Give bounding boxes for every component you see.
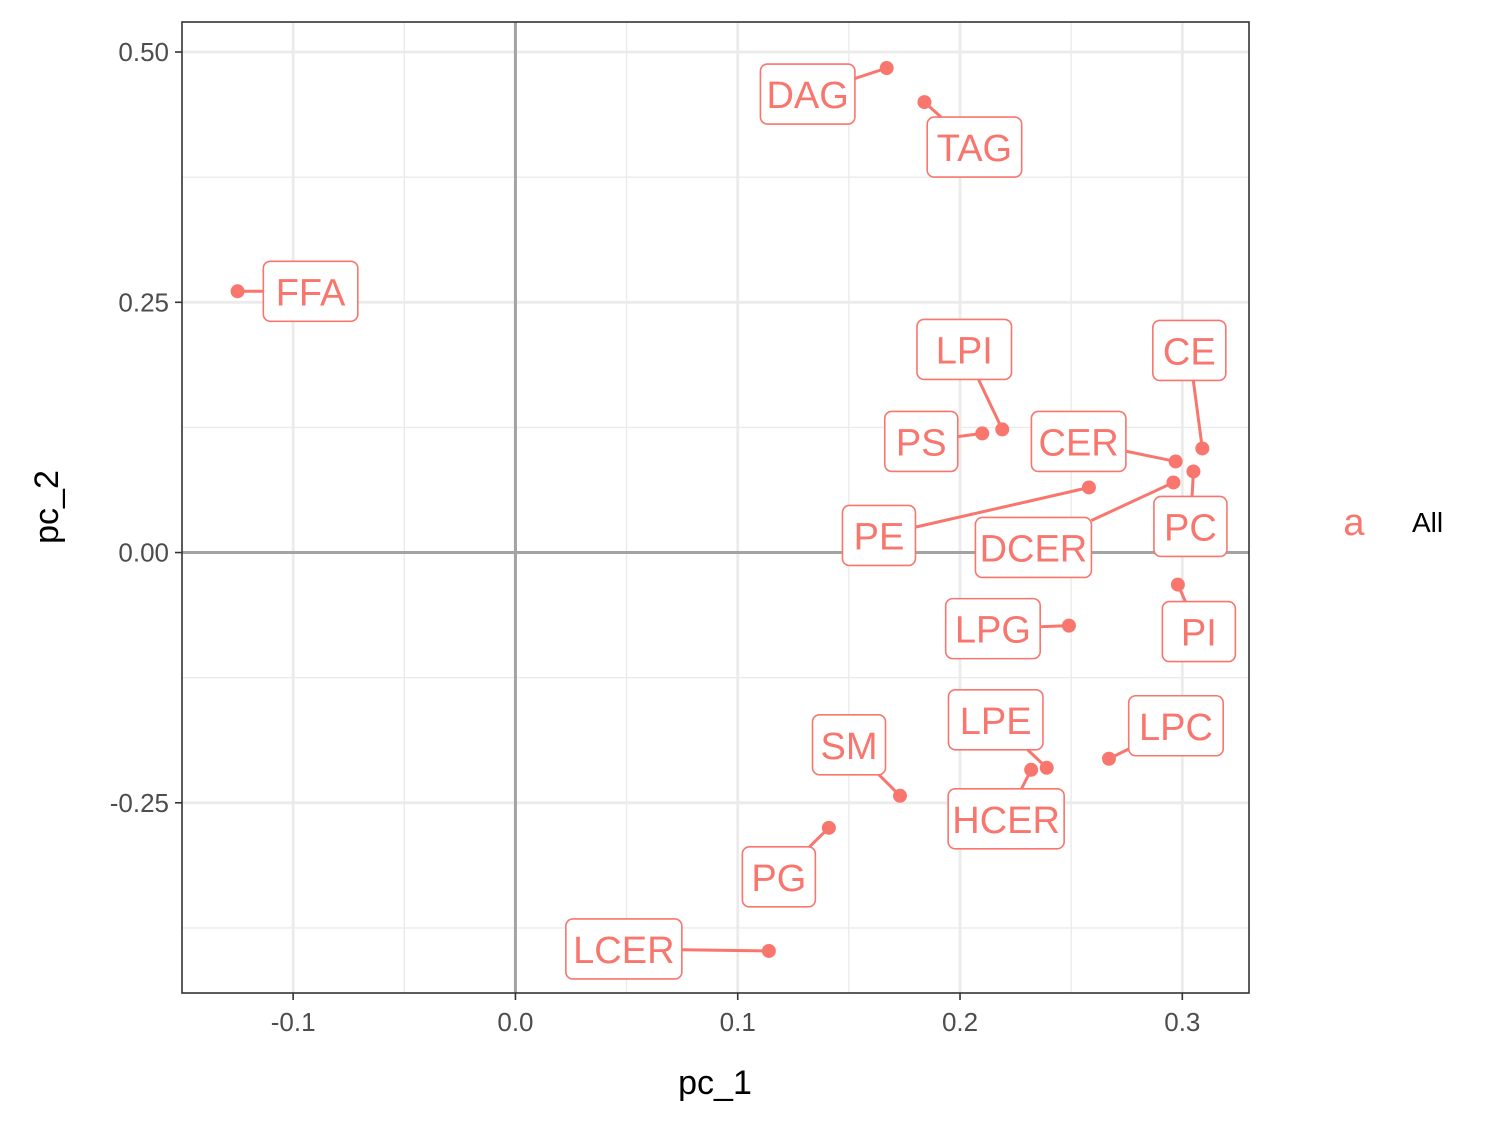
plot-panel — [182, 22, 1249, 993]
data-point — [821, 820, 836, 835]
data-point — [1166, 475, 1181, 490]
point-label: LPC — [1139, 707, 1213, 749]
point-label-box — [262, 260, 359, 323]
data-point — [917, 95, 932, 110]
point-label-box — [741, 846, 817, 908]
point-label: LPE — [960, 701, 1032, 743]
data-point — [1061, 618, 1076, 633]
point-label-box — [565, 918, 683, 980]
y-tick-label: 0.00 — [118, 538, 169, 568]
x-tick-label: 0.2 — [942, 1007, 978, 1037]
data-point — [1101, 751, 1116, 766]
point-label-box — [1152, 319, 1227, 382]
x-tick-label: -0.1 — [271, 1007, 316, 1037]
point-label: PE — [854, 516, 905, 558]
point-label-box — [944, 597, 1041, 660]
label-connector — [1090, 481, 1175, 522]
point-label-box — [926, 116, 1023, 178]
point-label-box — [1030, 410, 1127, 473]
point-label-box — [947, 787, 1065, 850]
data-point — [230, 284, 245, 299]
label-connector — [977, 378, 1004, 431]
point-label-box — [1161, 600, 1237, 663]
point-label-box — [916, 318, 1013, 381]
point-label-box — [947, 688, 1044, 751]
data-point — [975, 426, 990, 441]
label-connector — [1125, 449, 1176, 463]
point-label: DAG — [766, 75, 848, 117]
point-label: DCER — [980, 528, 1088, 570]
data-point — [1195, 441, 1210, 456]
x-tick-label: 0.3 — [1164, 1007, 1200, 1037]
point-label-box — [811, 713, 887, 776]
label-connector — [1191, 380, 1204, 449]
point-label: CER — [1039, 422, 1119, 464]
y-tick-label: 0.50 — [118, 37, 169, 67]
point-label: PG — [751, 858, 806, 900]
point-label-box — [883, 410, 959, 473]
y-axis: -0.25 0.00 0.25 0.50 — [110, 37, 182, 818]
point-label: TAG — [937, 128, 1012, 170]
point-label: PI — [1181, 613, 1217, 655]
legend-key: a — [1343, 502, 1365, 544]
data-point — [761, 943, 776, 958]
y-axis-title: pc_2 — [28, 470, 66, 544]
data-point — [1168, 454, 1183, 469]
legend: a All — [1343, 502, 1443, 544]
y-tick-label: -0.25 — [110, 788, 169, 818]
point-label: PC — [1164, 507, 1217, 549]
point-label: LCER — [573, 930, 674, 972]
point-label-box — [974, 516, 1093, 579]
x-axis-title: pc_1 — [678, 1064, 752, 1102]
point-label: SM — [821, 726, 878, 768]
point-label: HCER — [952, 800, 1060, 842]
point-label: FFA — [276, 272, 346, 314]
legend-entry: All — [1412, 507, 1443, 538]
label-connector — [681, 948, 769, 953]
point-label-box — [759, 63, 856, 125]
panel-border — [181, 21, 1250, 994]
point-labels: DAG TAG FFA LPI PS CE CER PC DCER PE PI LPG LPC LPE HC… — [262, 63, 1237, 980]
data-point — [1170, 577, 1185, 592]
label-connector — [915, 486, 1090, 529]
point-label-box — [841, 504, 917, 567]
data-point — [1024, 762, 1039, 777]
point-label: PS — [896, 422, 947, 464]
x-axis: -0.1 0.0 0.1 0.2 0.3 — [271, 993, 1200, 1037]
point-label-box — [1127, 694, 1225, 757]
point-label: LPI — [936, 330, 993, 372]
point-label-box — [1153, 495, 1228, 558]
data-point — [1186, 464, 1201, 479]
data-point — [1039, 760, 1054, 775]
data-point — [995, 422, 1010, 437]
data-points — [230, 61, 1210, 958]
x-tick-label: 0.1 — [720, 1007, 756, 1037]
data-point — [879, 61, 894, 76]
point-label: CE — [1163, 331, 1216, 373]
y-tick-label: 0.25 — [118, 287, 169, 317]
x-tick-label: 0.0 — [497, 1007, 533, 1037]
data-point — [1081, 480, 1096, 495]
data-point — [893, 788, 908, 803]
point-label: LPG — [955, 610, 1031, 652]
